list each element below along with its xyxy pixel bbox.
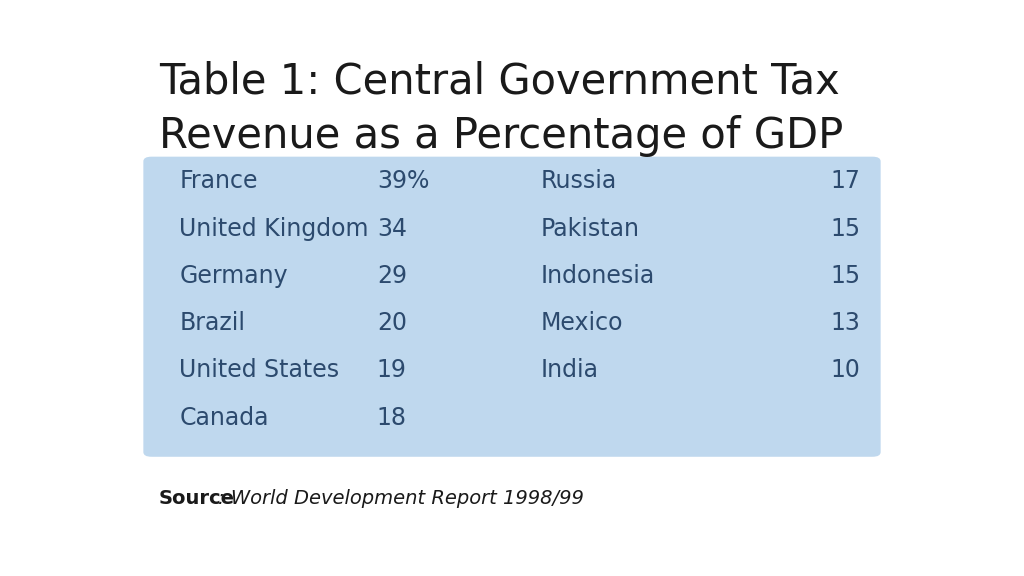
Text: Russia: Russia [541,169,616,194]
Text: 29: 29 [377,264,407,288]
Text: 15: 15 [830,217,860,241]
Text: Source: Source [159,489,234,507]
Text: 15: 15 [830,264,860,288]
FancyBboxPatch shape [143,157,881,457]
Text: 17: 17 [830,169,860,194]
Text: Mexico: Mexico [541,311,624,335]
Text: United Kingdom: United Kingdom [179,217,369,241]
Text: 39%: 39% [377,169,429,194]
Text: Canada: Canada [179,406,268,430]
Text: 13: 13 [830,311,860,335]
Text: Table 1: Central Government Tax: Table 1: Central Government Tax [159,60,840,103]
Text: 20: 20 [377,311,407,335]
Text: 18: 18 [377,406,407,430]
Text: 34: 34 [377,217,407,241]
Text: 10: 10 [830,358,860,382]
Text: Pakistan: Pakistan [541,217,640,241]
Text: France: France [179,169,258,194]
Text: India: India [541,358,599,382]
Text: Indonesia: Indonesia [541,264,655,288]
Text: Germany: Germany [179,264,288,288]
Text: : World Development Report 1998/99: : World Development Report 1998/99 [218,489,584,507]
Text: United States: United States [179,358,339,382]
Text: 19: 19 [377,358,407,382]
Text: Brazil: Brazil [179,311,245,335]
Text: Revenue as a Percentage of GDP: Revenue as a Percentage of GDP [159,115,843,157]
